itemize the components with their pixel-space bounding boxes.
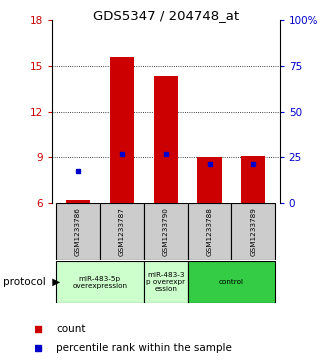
Text: protocol  ▶: protocol ▶	[3, 277, 61, 287]
Bar	[56, 261, 144, 303]
Bar	[187, 203, 231, 260]
Text: GSM1233787: GSM1233787	[119, 207, 125, 256]
Bar	[144, 261, 187, 303]
Bar	[66, 200, 90, 203]
Text: control: control	[219, 279, 244, 285]
Text: miR-483-3
p overexpr
ession: miR-483-3 p overexpr ession	[146, 272, 185, 292]
Text: GSM1233789: GSM1233789	[250, 207, 256, 256]
Bar	[241, 156, 265, 203]
Text: count: count	[56, 323, 86, 334]
Text: GSM1233790: GSM1233790	[163, 207, 169, 256]
Text: GDS5347 / 204748_at: GDS5347 / 204748_at	[94, 9, 239, 22]
Bar	[154, 77, 178, 203]
Bar	[187, 261, 275, 303]
Text: percentile rank within the sample: percentile rank within the sample	[56, 343, 232, 354]
Bar	[110, 57, 134, 203]
Bar	[144, 203, 187, 260]
Bar	[100, 203, 144, 260]
Bar	[197, 158, 221, 203]
Text: GSM1233788: GSM1233788	[206, 207, 212, 256]
Bar	[56, 203, 100, 260]
Text: miR-483-5p
overexpression: miR-483-5p overexpression	[72, 276, 127, 289]
Text: GSM1233786: GSM1233786	[75, 207, 81, 256]
Bar	[231, 203, 275, 260]
